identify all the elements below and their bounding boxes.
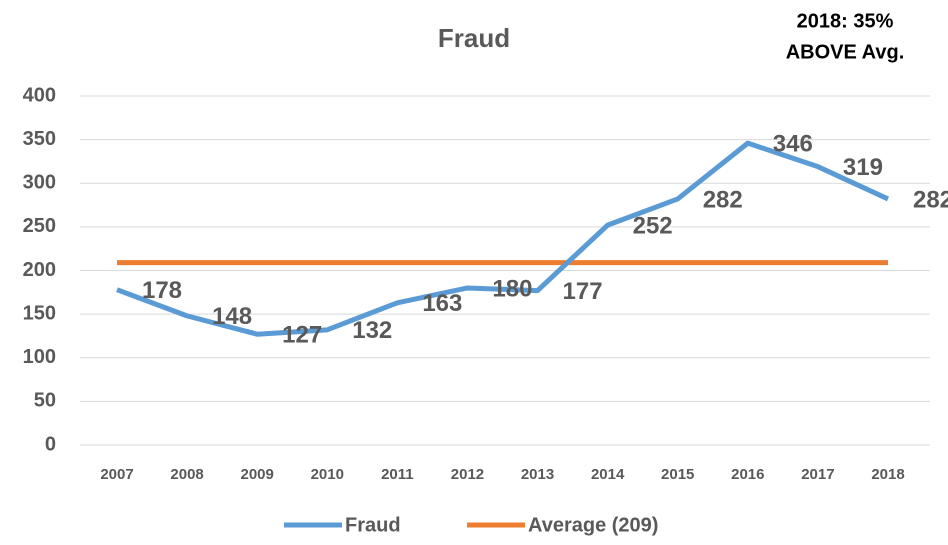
x-tick-label: 2018	[871, 466, 904, 483]
data-label: 282	[913, 186, 948, 213]
x-tick-label: 2013	[521, 466, 554, 483]
x-tick-label: 2008	[170, 466, 203, 483]
x-tick-label: 2017	[801, 466, 834, 483]
y-tick-label: 400	[23, 84, 56, 106]
data-label: 132	[352, 317, 392, 344]
annotation: ABOVE Avg.	[786, 41, 905, 63]
data-label: 163	[422, 290, 462, 317]
x-tick-label: 2012	[451, 466, 484, 483]
data-label: 282	[703, 186, 743, 213]
y-tick-label: 300	[23, 172, 56, 194]
data-label: 252	[633, 212, 673, 239]
y-tick-label: 50	[34, 390, 56, 412]
data-label: 346	[773, 130, 813, 157]
y-tick-label: 350	[23, 128, 56, 150]
legend-label: Fraud	[345, 514, 401, 536]
data-label: 127	[282, 322, 322, 349]
data-label: 177	[563, 278, 603, 305]
data-label: 180	[492, 275, 532, 302]
chart-title: Fraud	[438, 23, 510, 53]
annotation: 2018: 35%	[797, 10, 894, 32]
data-label: 319	[843, 154, 883, 181]
x-tick-label: 2015	[661, 466, 694, 483]
y-tick-label: 0	[45, 433, 56, 455]
x-tick-label: 2016	[731, 466, 764, 483]
y-tick-label: 200	[23, 259, 56, 281]
data-label: 178	[142, 277, 182, 304]
data-label: 148	[212, 303, 252, 330]
x-tick-label: 2011	[381, 466, 414, 483]
x-tick-label: 2014	[591, 466, 625, 483]
x-tick-label: 2009	[240, 466, 273, 483]
y-tick-label: 100	[23, 346, 56, 368]
x-tick-label: 2010	[311, 466, 344, 483]
y-tick-label: 150	[23, 302, 56, 324]
legend-label: Average (209)	[528, 514, 658, 536]
line-series	[116, 140, 890, 337]
y-tick-label: 250	[23, 215, 56, 237]
x-tick-label: 2007	[100, 466, 133, 483]
